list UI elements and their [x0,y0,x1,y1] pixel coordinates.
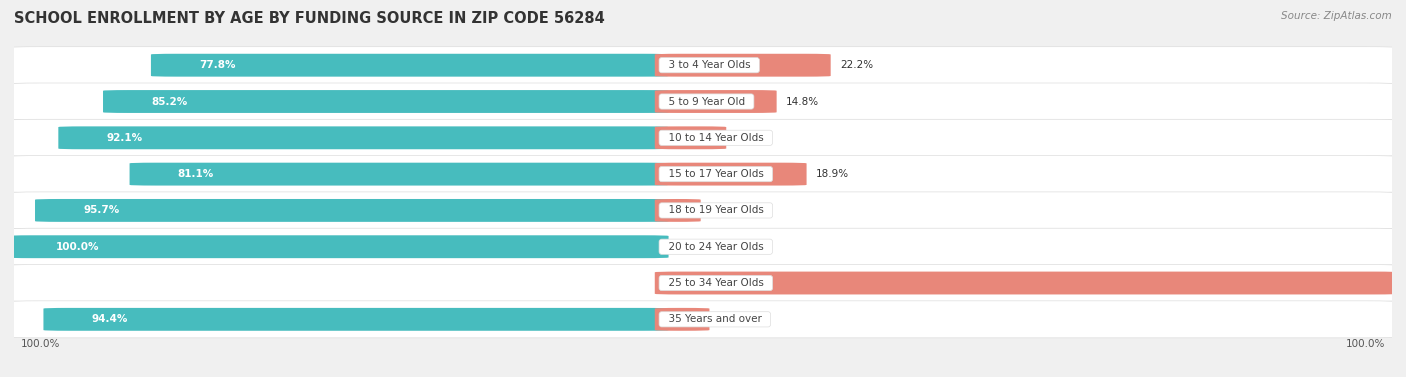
Text: 5.6%: 5.6% [718,314,745,324]
Text: 77.8%: 77.8% [200,60,236,70]
Text: 95.7%: 95.7% [83,205,120,215]
Text: 20 to 24 Year Olds: 20 to 24 Year Olds [662,242,770,252]
Text: 22.2%: 22.2% [841,60,873,70]
FancyBboxPatch shape [655,199,700,222]
FancyBboxPatch shape [655,271,1399,294]
Text: 10 to 14 Year Olds: 10 to 14 Year Olds [662,133,770,143]
Text: 81.1%: 81.1% [177,169,214,179]
FancyBboxPatch shape [35,199,669,222]
FancyBboxPatch shape [7,83,1399,120]
Text: 85.2%: 85.2% [152,97,187,107]
FancyBboxPatch shape [7,47,1399,84]
Text: 92.1%: 92.1% [107,133,142,143]
Text: 14.8%: 14.8% [786,97,820,107]
Text: 5 to 9 Year Old: 5 to 9 Year Old [662,97,751,107]
Text: 7.9%: 7.9% [735,133,762,143]
FancyBboxPatch shape [655,126,727,149]
Text: 94.4%: 94.4% [91,314,128,324]
FancyBboxPatch shape [655,163,807,185]
FancyBboxPatch shape [7,192,1399,229]
Text: 3 to 4 Year Olds: 3 to 4 Year Olds [662,60,756,70]
FancyBboxPatch shape [150,54,669,77]
Text: 18.9%: 18.9% [817,169,849,179]
FancyBboxPatch shape [655,54,831,77]
FancyBboxPatch shape [103,90,669,113]
FancyBboxPatch shape [7,119,1399,156]
FancyBboxPatch shape [655,308,710,331]
Text: 15 to 17 Year Olds: 15 to 17 Year Olds [662,169,770,179]
Text: 100.0%: 100.0% [1346,339,1385,349]
Text: SCHOOL ENROLLMENT BY AGE BY FUNDING SOURCE IN ZIP CODE 56284: SCHOOL ENROLLMENT BY AGE BY FUNDING SOUR… [14,11,605,26]
FancyBboxPatch shape [58,126,669,149]
Text: 0.0%: 0.0% [672,242,699,252]
FancyBboxPatch shape [129,163,669,185]
FancyBboxPatch shape [7,228,1399,265]
Text: 4.4%: 4.4% [710,205,737,215]
FancyBboxPatch shape [7,235,669,258]
FancyBboxPatch shape [655,90,776,113]
Text: 25 to 34 Year Olds: 25 to 34 Year Olds [662,278,770,288]
Text: 100.0%: 100.0% [21,339,60,349]
Text: 100.0%: 100.0% [55,242,98,252]
FancyBboxPatch shape [7,265,1399,302]
Text: 18 to 19 Year Olds: 18 to 19 Year Olds [662,205,770,215]
FancyBboxPatch shape [7,156,1399,193]
FancyBboxPatch shape [7,301,1399,338]
Text: Source: ZipAtlas.com: Source: ZipAtlas.com [1281,11,1392,21]
Text: 35 Years and over: 35 Years and over [662,314,768,324]
FancyBboxPatch shape [44,308,669,331]
